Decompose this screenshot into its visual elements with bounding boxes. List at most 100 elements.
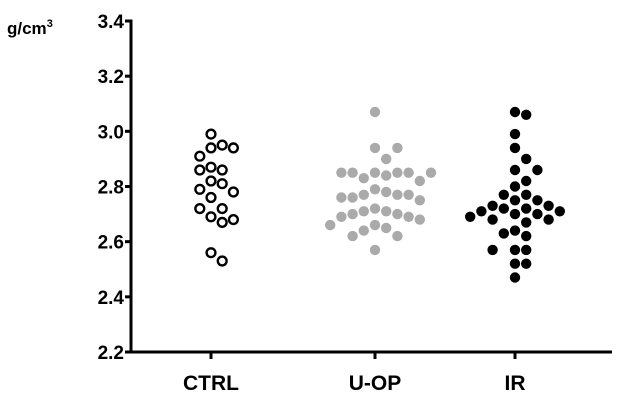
- data-point-ctrl: [194, 150, 206, 162]
- data-point-ir: [543, 214, 554, 225]
- data-point-ctrl: [227, 186, 240, 198]
- data-point-ctrl: [227, 142, 240, 154]
- data-point-ir: [509, 225, 521, 236]
- data-point-u-op: [381, 222, 392, 234]
- data-point-ir: [509, 164, 521, 176]
- data-point-ir: [509, 244, 521, 256]
- data-point-ctrl: [205, 247, 217, 259]
- data-point-ir: [521, 189, 532, 200]
- data-point-ctrl: [227, 214, 240, 226]
- data-point-u-op: [425, 167, 437, 178]
- y-tick-label: 3.2: [98, 67, 124, 88]
- data-point-ir: [476, 206, 487, 217]
- data-point-u-op: [392, 208, 403, 220]
- data-point-u-op: [336, 211, 347, 222]
- data-point-ctrl: [205, 128, 217, 140]
- data-point-ctrl: [205, 175, 217, 187]
- data-point-ir: [487, 214, 498, 225]
- y-tick-label: 2.2: [98, 343, 124, 364]
- data-point-u-op: [336, 167, 347, 178]
- y-tick-label: 2.6: [98, 233, 124, 254]
- data-point-ctrl: [205, 142, 217, 154]
- data-point-u-op: [392, 167, 403, 178]
- data-point-ir: [509, 208, 521, 220]
- data-point-ir: [532, 164, 543, 176]
- data-point-ctrl: [205, 191, 217, 204]
- data-point-u-op: [358, 225, 369, 236]
- data-point-ir: [509, 272, 521, 283]
- data-point-u-op: [336, 192, 347, 203]
- data-point-u-op: [369, 244, 381, 256]
- data-point-ctrl: [216, 216, 228, 229]
- x-tick-label: IR: [505, 372, 526, 395]
- data-point-ir: [532, 195, 543, 206]
- data-point-u-op: [392, 142, 403, 154]
- x-tick-label: U-OP: [349, 372, 402, 395]
- data-point-u-op: [369, 142, 381, 154]
- y-tick-label: 2.8: [98, 178, 124, 199]
- data-point-u-op: [381, 170, 392, 181]
- y-tick-label: 3.0: [98, 122, 124, 143]
- data-points: [194, 106, 565, 283]
- data-point-ctrl: [216, 203, 228, 215]
- data-point-ctrl: [216, 139, 228, 151]
- data-point-u-op: [403, 167, 414, 178]
- data-point-u-op: [347, 192, 358, 203]
- data-point-u-op: [358, 173, 369, 184]
- y-axis-unit-label: g/cm3: [7, 18, 53, 38]
- data-point-ir: [509, 195, 521, 206]
- data-point-ir: [498, 189, 509, 200]
- data-point-u-op: [347, 167, 358, 178]
- data-point-ir: [521, 244, 532, 256]
- x-tick-label: CTRL: [183, 372, 239, 395]
- data-point-ctrl: [205, 211, 217, 223]
- data-point-u-op: [414, 175, 425, 187]
- data-point-u-op: [392, 230, 403, 242]
- y-axis: 2.2 2.4 2.6 2.8 3.0 3.2 3.4: [98, 12, 133, 364]
- data-point-u-op: [414, 214, 425, 225]
- y-tick-label: 3.4: [98, 12, 125, 33]
- y-tick-label: 2.4: [98, 288, 125, 309]
- data-point-u-op: [325, 219, 336, 231]
- data-point-ir: [521, 230, 532, 242]
- data-point-u-op: [414, 195, 425, 206]
- data-point-ctrl: [216, 178, 228, 190]
- data-point-u-op: [392, 189, 403, 200]
- data-point-ir: [509, 142, 521, 154]
- data-point-u-op: [358, 189, 369, 200]
- data-point-ir: [509, 181, 521, 192]
- data-point-ctrl: [194, 183, 206, 195]
- data-point-u-op: [381, 206, 392, 217]
- data-point-u-op: [347, 208, 358, 220]
- data-point-u-op: [369, 167, 381, 178]
- data-point-ir: [487, 244, 498, 256]
- data-point-u-op: [403, 189, 414, 200]
- data-point-u-op: [381, 186, 392, 198]
- data-point-u-op: [381, 153, 392, 165]
- data-point-ir: [543, 200, 554, 211]
- data-point-ir: [521, 258, 532, 269]
- data-point-ir: [487, 200, 498, 211]
- data-point-u-op: [403, 211, 414, 222]
- data-point-u-op: [369, 219, 381, 231]
- data-point-u-op: [369, 106, 381, 118]
- data-point-u-op: [347, 230, 358, 242]
- data-point-ir: [532, 208, 543, 220]
- data-point-u-op: [358, 206, 369, 217]
- data-point-u-op: [369, 184, 381, 195]
- data-point-ctrl: [194, 203, 206, 215]
- data-point-ir: [521, 203, 532, 214]
- data-point-ir: [509, 258, 521, 269]
- data-point-ir: [509, 106, 521, 118]
- data-point-ir: [554, 206, 565, 217]
- data-point-ir: [521, 175, 532, 187]
- data-point-ir: [498, 228, 509, 239]
- data-point-ir: [521, 109, 532, 121]
- data-point-ctrl: [216, 164, 228, 176]
- data-point-ir: [521, 217, 532, 228]
- data-point-ctrl: [194, 164, 206, 176]
- data-point-ctrl: [205, 161, 217, 173]
- data-point-ir: [498, 203, 509, 214]
- data-point-ir: [521, 153, 532, 165]
